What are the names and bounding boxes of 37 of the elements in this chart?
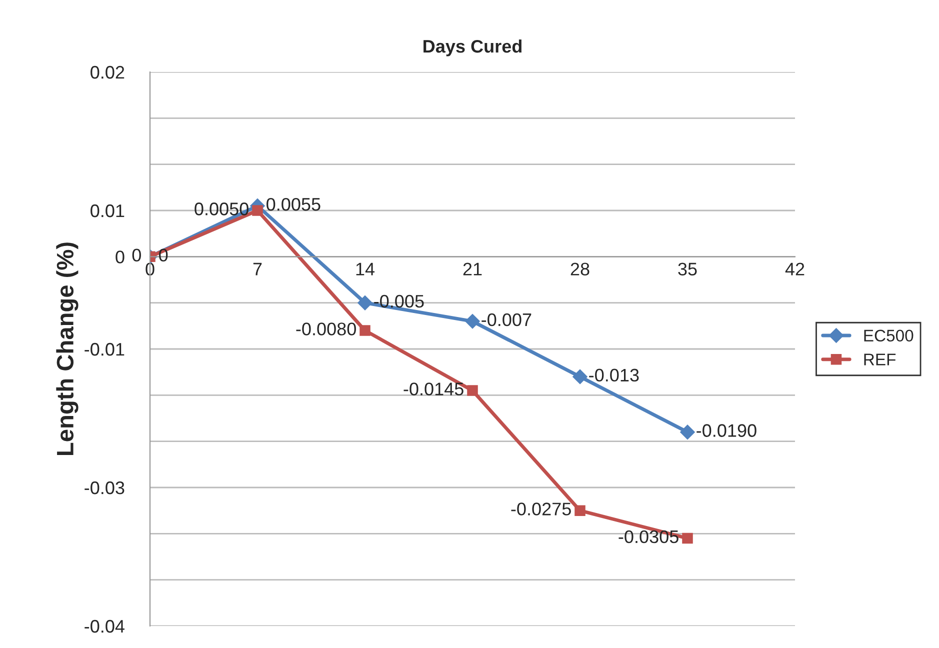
point — [360, 325, 370, 336]
point — [358, 295, 372, 310]
point — [682, 532, 693, 544]
x-tick-label: 28 — [570, 262, 590, 276]
x-tick-label: 42 — [785, 262, 804, 276]
data-label: -0.0305 — [618, 530, 678, 544]
point — [467, 385, 478, 396]
data-label: -0.0190 — [696, 424, 756, 437]
data-label: 0 — [159, 248, 168, 262]
point — [572, 369, 588, 384]
point — [574, 505, 586, 516]
data-label: -0.007 — [482, 313, 532, 326]
data-label: 0.0050 — [194, 202, 248, 216]
data-label: -0.0080 — [296, 322, 356, 336]
point — [252, 205, 263, 216]
y-tick-label: 0.02 — [90, 66, 124, 79]
legend-label: REF — [864, 354, 896, 366]
data-label: -0.005 — [374, 294, 424, 308]
x-tick-label: 21 — [463, 262, 482, 276]
data-label: -0.0145 — [404, 382, 464, 396]
legend-label: EC500 — [864, 330, 914, 342]
y-tick-label: -0.04 — [84, 620, 124, 633]
y-tick-label: 0.01 — [90, 204, 124, 218]
x-tick-label: 7 — [253, 262, 262, 276]
y-axis-title: Length Change (%) — [56, 242, 78, 455]
y-tick-label: -0.03 — [84, 481, 124, 494]
data-label: 0.0055 — [266, 198, 320, 211]
chart-title: Days Cured — [424, 39, 522, 56]
x-tick-label: 35 — [678, 262, 697, 276]
data-label: 0 — [132, 248, 141, 262]
data-label: -0.0275 — [511, 502, 571, 516]
point — [680, 424, 695, 440]
y-tick-label: -0.01 — [84, 342, 124, 356]
x-tick-label: 14 — [356, 262, 375, 276]
point — [465, 314, 480, 329]
y-tick-label: 0 — [116, 250, 124, 264]
data-label: -0.013 — [589, 368, 639, 382]
